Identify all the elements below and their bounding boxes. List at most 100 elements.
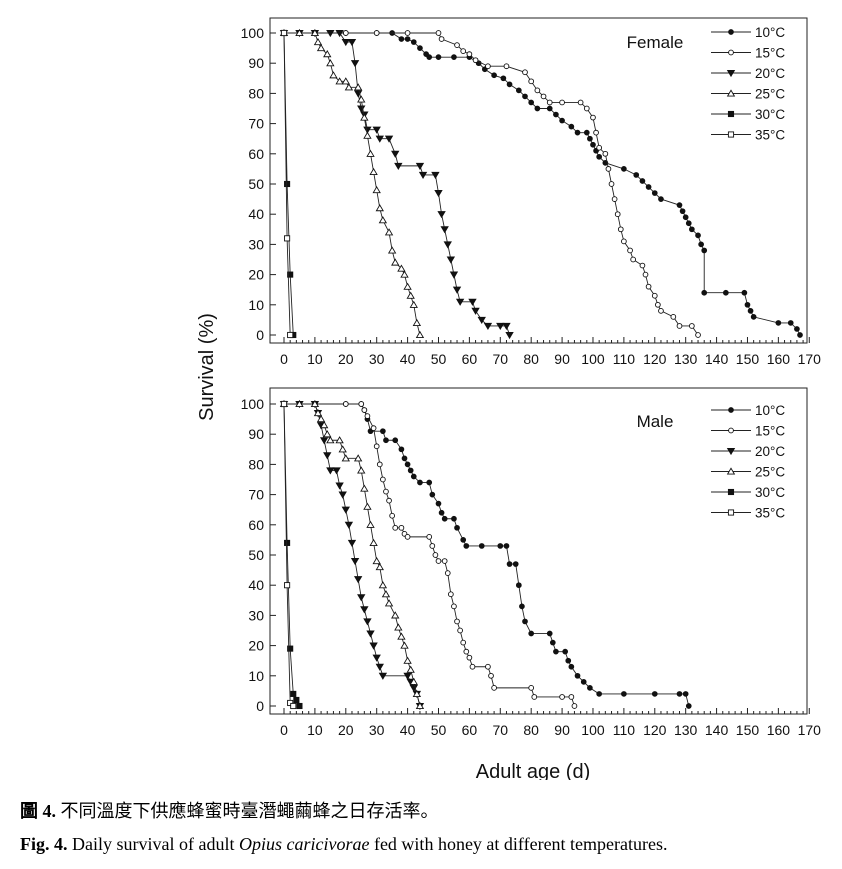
data-point — [744, 301, 751, 308]
data-point — [587, 685, 593, 691]
data-point — [295, 28, 304, 37]
x-tick-label: 40 — [400, 351, 416, 367]
data-point — [483, 322, 493, 331]
data-point — [403, 672, 412, 680]
data-point — [335, 436, 344, 444]
data-point — [553, 111, 559, 118]
data-point — [342, 30, 349, 36]
data-point — [394, 623, 403, 631]
data-point — [491, 685, 497, 691]
data-point — [380, 476, 386, 483]
data-point — [775, 320, 782, 326]
series-10c — [281, 30, 803, 338]
data-point — [676, 202, 683, 208]
data-point — [528, 630, 535, 637]
x-tick-label: 0 — [280, 722, 288, 738]
data-point — [528, 78, 535, 85]
x-tick-label: 130 — [674, 351, 698, 367]
data-point — [341, 39, 350, 47]
caption-en-pre: Daily survival of adult — [72, 834, 239, 854]
data-point — [639, 178, 646, 184]
x-tick-label: 30 — [369, 722, 385, 738]
data-point — [528, 99, 535, 106]
data-point — [341, 506, 350, 514]
x-tick-label: 150 — [736, 722, 760, 738]
data-point — [290, 690, 297, 697]
data-point — [319, 421, 329, 429]
data-point — [350, 60, 360, 68]
legend-marker — [728, 29, 734, 35]
data-point — [457, 627, 463, 634]
x-tick-label: 120 — [643, 351, 667, 367]
data-point — [596, 144, 603, 151]
data-point — [633, 172, 640, 178]
legend-label: 25°C — [755, 87, 785, 102]
data-point — [642, 271, 649, 278]
legend-item: 30°C — [711, 107, 785, 122]
data-point — [468, 298, 477, 306]
legend-label: 10°C — [755, 25, 785, 40]
legend-marker — [728, 407, 734, 413]
data-point — [670, 314, 677, 320]
data-point — [503, 63, 510, 70]
y-tick-label: 10 — [248, 297, 264, 313]
data-point — [360, 606, 369, 614]
male-panel: 0 10 20 30 40 50 60 70 80 90 100 0 10 20 30 40 50 60 70 80 9… — [241, 387, 821, 738]
data-point — [347, 539, 357, 548]
data-point — [417, 45, 423, 51]
data-point — [645, 283, 652, 290]
data-point — [335, 77, 344, 85]
data-point — [454, 618, 460, 625]
legend-label: 15°C — [755, 46, 785, 61]
data-point — [546, 99, 553, 106]
data-point — [722, 289, 729, 296]
data-point — [323, 50, 332, 58]
data-point — [313, 408, 323, 417]
legend-item: 35°C — [711, 506, 785, 521]
y-tick-label: 0 — [256, 698, 264, 714]
data-point — [485, 63, 491, 70]
data-point — [794, 326, 800, 332]
data-point — [409, 677, 418, 685]
x-tick-label: 110 — [613, 722, 636, 738]
y-tick-label: 90 — [248, 55, 264, 71]
data-point — [384, 599, 394, 607]
data-point — [580, 678, 587, 685]
data-point — [431, 171, 440, 180]
data-point — [565, 657, 572, 664]
legend-item: 10°C — [711, 403, 785, 418]
data-point — [452, 286, 462, 294]
data-point — [426, 54, 433, 61]
data-point — [583, 105, 590, 112]
data-point — [676, 691, 683, 697]
series-20c — [279, 29, 514, 340]
data-point — [546, 630, 553, 637]
series-35c — [280, 400, 297, 710]
legend-marker — [727, 488, 735, 496]
data-point — [460, 537, 467, 543]
x-tick-label: 110 — [613, 351, 636, 367]
data-point — [412, 318, 422, 326]
data-point — [323, 430, 332, 438]
data-point — [574, 129, 581, 136]
data-point — [376, 461, 383, 468]
x-tick-label: 40 — [400, 722, 416, 738]
data-point — [577, 99, 584, 106]
data-point — [341, 77, 350, 85]
legend-label: 35°C — [755, 128, 785, 143]
x-tick-label: 30 — [369, 351, 385, 367]
data-point — [386, 497, 392, 504]
data-point — [682, 691, 689, 697]
data-point — [506, 561, 513, 567]
data-point — [369, 538, 378, 546]
data-point — [593, 129, 599, 136]
data-point — [417, 479, 423, 486]
data-point — [639, 262, 646, 269]
data-point — [373, 443, 380, 450]
data-point — [549, 639, 556, 646]
series-line — [284, 403, 575, 707]
y-tick-label: 50 — [248, 176, 264, 192]
data-point — [444, 570, 451, 576]
data-point — [553, 648, 559, 655]
data-point — [398, 446, 405, 453]
